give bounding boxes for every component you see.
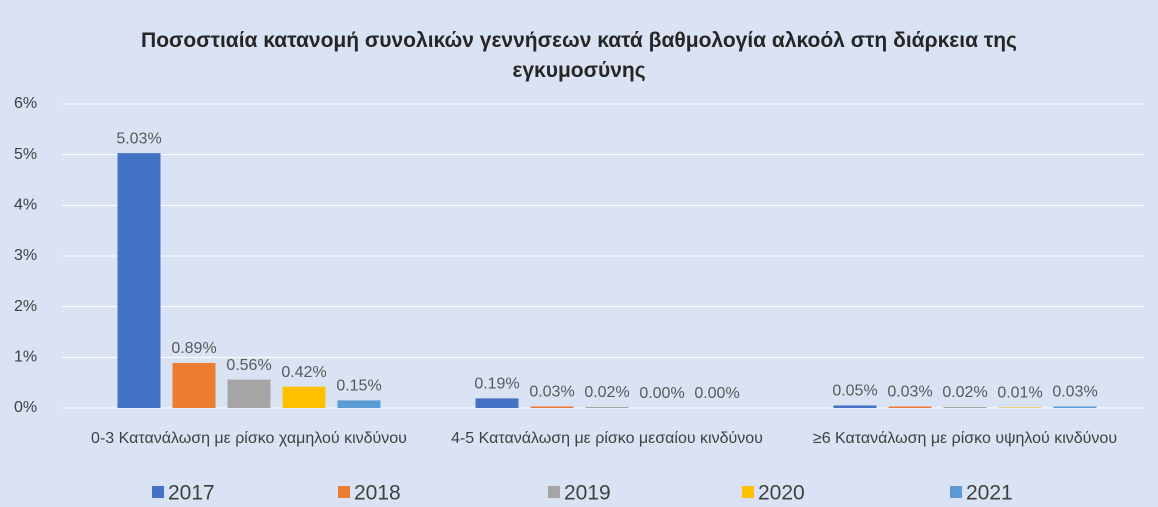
data-label: 0.02% [942, 384, 987, 401]
data-label: 0.03% [887, 384, 932, 401]
legend-swatch [152, 486, 164, 498]
bar [888, 406, 932, 408]
bar [998, 407, 1042, 408]
bar [172, 362, 216, 408]
bar [282, 386, 326, 408]
legend-label: 2020 [758, 482, 805, 505]
data-label: 0.56% [226, 357, 271, 374]
y-tick-label: 5% [14, 146, 37, 163]
data-label: 0.19% [474, 376, 519, 393]
data-label: 0.42% [281, 364, 326, 381]
x-tick-label: 0-3 Κατανάλωση με ρίσκο χαμηλού κινδύνου [91, 430, 407, 447]
data-label: 5.03% [116, 130, 161, 147]
legend-label: 2017 [168, 482, 215, 505]
bar [475, 398, 519, 408]
bar [943, 406, 987, 408]
data-label: 0.89% [171, 340, 216, 357]
data-label: 0.00% [694, 385, 739, 402]
bar [530, 406, 574, 408]
data-label: 0.00% [639, 385, 684, 402]
bar [227, 379, 271, 408]
data-label: 0.03% [1052, 384, 1097, 401]
y-tick-label: 6% [14, 95, 37, 112]
bar [337, 400, 381, 408]
legend-swatch [338, 486, 350, 498]
y-tick-label: 3% [14, 247, 37, 264]
legend-swatch [548, 486, 560, 498]
data-label: 0.02% [584, 384, 629, 401]
data-label: 0.05% [832, 383, 877, 400]
bar [117, 153, 161, 408]
legend-label: 2021 [966, 482, 1013, 505]
bar [585, 406, 629, 408]
data-label: 0.15% [336, 378, 381, 395]
data-label: 0.01% [997, 385, 1042, 402]
data-label: 0.03% [529, 384, 574, 401]
bar [833, 405, 877, 408]
x-tick-label: 4-5 Κατανάλωση με ρίσκο μεσαίου κινδύνου [451, 430, 763, 447]
y-tick-label: 4% [14, 197, 37, 214]
legend-swatch [950, 486, 962, 498]
legend-swatch [742, 486, 754, 498]
y-tick-label: 0% [14, 399, 37, 416]
y-tick-label: 1% [14, 349, 37, 366]
bar [1053, 406, 1097, 408]
legend-label: 2018 [354, 482, 401, 505]
legend-label: 2019 [564, 482, 611, 505]
chart-title: Ποσοστιαία κατανομή συνολικών γεννήσεων … [141, 29, 1017, 82]
y-tick-label: 2% [14, 298, 37, 315]
x-tick-label: ≥6 Κατανάλωση με ρίσκο υψηλού κινδύνου [812, 430, 1118, 447]
